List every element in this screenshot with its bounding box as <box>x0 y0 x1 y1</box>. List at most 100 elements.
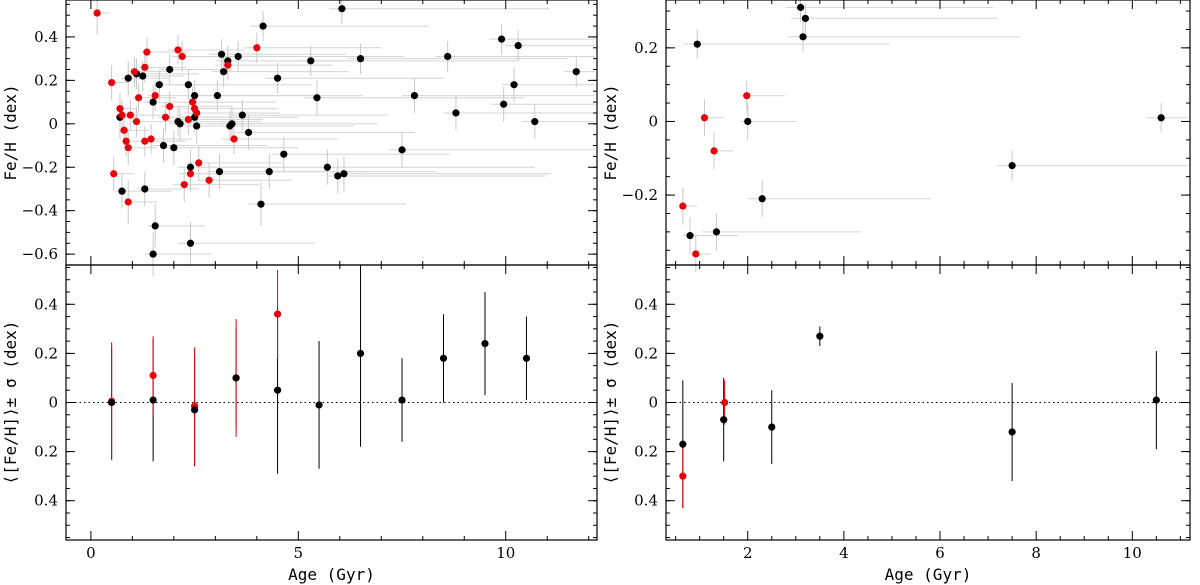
y-axis-title: ⟨[Fe/H]⟩± σ (dex) <box>601 321 620 485</box>
panel-bottom-right: 0.4 0.2 0 0.2 0.4 2 4 6 8 10 ⟨[Fe/H]⟩± σ (dex) Age … <box>601 264 1191 584</box>
data-point-black <box>323 163 331 171</box>
data-point-red <box>679 202 687 210</box>
data-point-black <box>265 167 273 176</box>
x-tick-label: 10 <box>1123 544 1142 562</box>
data-point-black <box>816 332 824 340</box>
plot-frame <box>665 0 1191 266</box>
data-point-black <box>215 167 224 176</box>
data-point-black <box>444 52 452 61</box>
data-point-black <box>398 396 406 404</box>
data-point-black <box>1157 114 1165 122</box>
data-marks <box>679 326 1160 509</box>
data-point-black <box>797 3 805 11</box>
data-point-red <box>166 102 174 111</box>
data-point-black <box>307 57 315 65</box>
data-point-black <box>315 401 323 409</box>
data-point-black <box>338 5 346 13</box>
panel-bottom-left: 0.4 0.2 0 0.2 0.4 0 5 10 ⟨[Fe/H]⟩± σ (dex) Age (G… <box>1 264 598 584</box>
data-point-red <box>147 135 155 143</box>
data-point-red <box>743 92 751 100</box>
data-point-black <box>497 35 506 43</box>
data-point-red <box>118 111 126 119</box>
x-axis-title: Age (Gyr) <box>885 565 972 584</box>
y-tick-label: 0.4 <box>34 295 58 313</box>
y-tick-label: 0.4 <box>34 492 58 510</box>
data-point-red <box>93 9 101 17</box>
data-point-red <box>253 44 261 52</box>
y-tick-label: 0 <box>48 115 58 133</box>
data-point-black <box>356 349 365 357</box>
data-point-red <box>124 144 132 152</box>
data-point-black <box>1008 428 1016 436</box>
data-point-red <box>110 170 118 178</box>
data-point-red <box>116 105 124 113</box>
x-tick-label: 10 <box>496 544 515 562</box>
data-point-black <box>151 222 159 230</box>
y-tick-label: 0.4 <box>634 492 658 510</box>
data-point-black <box>712 228 721 236</box>
data-point-red <box>205 176 213 184</box>
y-tick-label: 0 <box>648 112 658 130</box>
data-point-black <box>186 239 195 247</box>
data-point-black <box>679 440 687 448</box>
data-point-black <box>801 14 810 23</box>
data-point-black <box>531 118 539 126</box>
data-point-black <box>273 386 282 394</box>
data-point-black <box>149 250 157 258</box>
data-point-red <box>108 78 116 87</box>
data-point-red <box>193 109 201 117</box>
y-tick-label: 0.2 <box>634 344 658 362</box>
data-point-black <box>356 55 365 63</box>
y-tick-label: −0.2 <box>622 186 658 204</box>
y-tick-label: 0.2 <box>34 71 58 89</box>
data-point-black <box>108 398 116 407</box>
y-axis-title: Fe/H (dex) <box>1 84 20 180</box>
data-point-red <box>120 126 128 134</box>
data-point-black <box>1008 162 1016 170</box>
data-point-red <box>188 98 197 106</box>
data-point-black <box>273 74 282 82</box>
data-point-red <box>195 159 203 167</box>
y-tick-label: 0.2 <box>34 443 58 461</box>
data-point-black <box>500 100 508 108</box>
data-point-black <box>238 111 246 119</box>
data-point-black <box>693 40 701 48</box>
data-point-black <box>452 109 460 117</box>
data-point-black <box>244 128 253 137</box>
data-point-red <box>126 111 134 119</box>
panel-top-left: −0.6 −0.4 −0.2 0 0.2 0.4 Fe/H (dex) <box>1 0 598 276</box>
data-marks <box>679 0 1188 273</box>
data-point-black <box>313 94 321 102</box>
data-point-black <box>280 150 288 158</box>
data-point-black <box>744 117 752 126</box>
y-tick-label: 0.2 <box>634 39 658 57</box>
data-point-black <box>184 81 192 89</box>
x-tick-label: 6 <box>935 544 945 562</box>
data-point-black <box>257 200 265 208</box>
data-point-black <box>170 144 178 152</box>
data-point-black <box>139 72 147 80</box>
data-point-black <box>410 91 419 100</box>
data-point-black <box>522 354 531 362</box>
data-point-black <box>799 33 807 41</box>
data-marks <box>93 0 595 276</box>
data-marks <box>108 265 531 474</box>
data-point-black <box>720 416 728 424</box>
y-axis-title: Fe/H (dex) <box>601 84 620 180</box>
y-tick-label: 0.2 <box>634 443 658 461</box>
y-tick-label: −0.2 <box>22 158 58 176</box>
data-point-black <box>514 42 522 50</box>
data-point-red <box>178 52 186 61</box>
data-point-red <box>180 181 188 189</box>
data-point-red <box>230 135 238 143</box>
x-tick-label: 2 <box>743 544 753 562</box>
data-point-red <box>174 46 182 54</box>
data-point-black <box>1152 396 1160 404</box>
data-point-black <box>481 339 489 348</box>
panel-top-right: −0.2 0 0.2 Fe/H (dex) <box>601 0 1191 273</box>
x-tick-label: 4 <box>839 544 849 562</box>
x-tick-label: 5 <box>294 544 304 562</box>
data-point-red <box>141 63 149 71</box>
y-tick-label: 0.4 <box>34 28 58 46</box>
data-point-red <box>161 113 170 121</box>
